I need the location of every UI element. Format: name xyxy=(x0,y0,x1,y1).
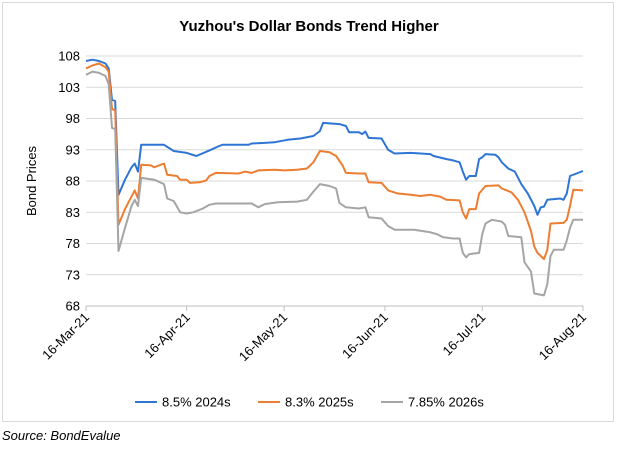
x-tick-label: 16-Apr-21 xyxy=(141,310,192,361)
y-tick-label: 103 xyxy=(58,80,80,95)
chart-title: Yuzhou's Dollar Bonds Trend Higher xyxy=(179,18,439,35)
source-caption: Source: BondEvalue xyxy=(2,428,121,443)
y-tick-label: 73 xyxy=(66,267,80,282)
x-tick-label: 16-Jul-21 xyxy=(439,310,488,359)
legend-label-3: 7.85% 2026s xyxy=(408,395,484,410)
legend-label-1: 8.5% 2024s xyxy=(162,395,231,410)
series-line-3 xyxy=(85,70,583,297)
y-tick-label: 88 xyxy=(66,174,80,189)
series-line-1 xyxy=(85,58,584,216)
y-tick-label: 83 xyxy=(66,205,80,220)
y-tick-label: 68 xyxy=(66,299,80,314)
legend-label-2: 8.3% 2025s xyxy=(285,395,354,410)
y-tick-label: 98 xyxy=(66,111,80,126)
x-tick-label: 16-May-21 xyxy=(236,310,291,365)
y-tick-label: 93 xyxy=(66,142,80,157)
y-axis-label: Bond Prices xyxy=(24,145,39,216)
y-tick-label: 78 xyxy=(66,236,80,251)
y-tick-label: 108 xyxy=(58,49,80,64)
x-tick-label: 16-Aug-21 xyxy=(536,310,590,364)
x-tick-label: 16-Jun-21 xyxy=(339,310,391,362)
x-tick-label: 16-Mar-21 xyxy=(39,310,92,363)
series-line-2 xyxy=(85,62,584,261)
